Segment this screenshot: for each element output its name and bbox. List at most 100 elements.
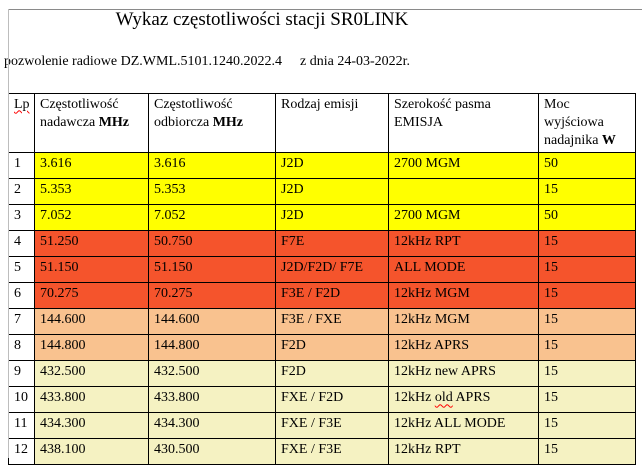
cell-rx-row-4: 50.750 [148,230,276,258]
page-title: Wykaz częstotliwości stacji SR0LINK [115,9,409,30]
column-header-label: Moc wyjściowa nadajnika [544,96,604,149]
permit-date: z dnia 24-03-2022r. [300,53,411,69]
table-row-4: 4 51.250 50.750 F7E 12kHz RPT 15 [8,230,636,258]
cell-tx-row-1: 3.616 [34,152,149,180]
cell-emission-row-3: J2D [275,204,389,232]
cell-rx-row-7: 144.600 [148,308,276,336]
cell-rx-row-10: 433.800 [148,386,276,414]
cell-bandwidth-row-11: 12kHz ALL MODE [388,412,539,440]
cell-lp-row-8: 8 [8,334,35,362]
cell-bandwidth-row-2 [388,178,539,206]
table-header-row: Lp Częstotliwość nadawcza MHz Częstotliwoś… [8,92,636,154]
cell-power-row-10: 15 [538,386,636,414]
cell-tx-row-5: 51.150 [34,256,149,284]
cell-rx-row-12: 430.500 [148,438,276,465]
column-header-emission: Rodzaj emisji [275,92,389,154]
cell-bandwidth-row-6: 12kHz MGM [388,282,539,310]
cell-tx-row-4: 51.250 [34,230,149,258]
cell-emission-row-4: F7E [275,230,389,258]
column-header-tx: Częstotliwość nadawcza MHz [34,92,149,154]
cell-bandwidth-row-8: 12kHz APRS [388,334,539,362]
cell-power-row-11: 15 [538,412,636,440]
cell-bandwidth-row-4: 12kHz RPT [388,230,539,258]
table-row-7: 7 144.600 144.600 F3E / FXE 12kHz MGM 15 [8,308,636,336]
cell-rx-row-6: 70.275 [148,282,276,310]
column-header-unit: MHz [212,114,244,130]
cell-rx-row-1: 3.616 [148,152,276,180]
cell-tx-row-8: 144.800 [34,334,149,362]
cell-lp-row-9: 9 [8,360,35,388]
cell-lp-row-12: 12 [8,438,35,465]
permit-line: pozwolenie radiowe DZ.WML.5101.1240.2022… [0,54,642,70]
cell-tx-row-6: 70.275 [34,282,149,310]
cell-power-row-6: 15 [538,282,636,310]
cell-lp-row-3: 3 [8,204,35,232]
table-row-8: 8 144.800 144.800 F2D 12kHz APRS 15 [8,334,636,362]
column-header-unit: MHz [98,114,130,130]
table-row-10: 10 433.800 433.800 FXE / F2D 12kHz old APRS 1… [8,386,636,414]
column-header-rx: Częstotliwość odbiorcza MHz [148,92,276,154]
cell-power-row-9: 15 [538,360,636,388]
cell-bandwidth-row-9: 12kHz new APRS [388,360,539,388]
cell-emission-row-10: FXE / F2D [275,386,389,414]
table-row-2: 2 5.353 5.353 J2D 15 [8,178,636,206]
cell-bandwidth-row-1: 2700 MGM [388,152,539,180]
cell-emission-row-9: F2D [275,360,389,388]
column-header-label: Częstotliwość nadawcza [40,96,119,130]
cell-lp-row-7: 7 [8,308,35,336]
cell-bandwidth-row-12: 12kHz RPT [388,438,539,465]
cell-tx-row-10: 433.800 [34,386,149,414]
cell-lp-row-5: 5 [8,256,35,284]
cell-tx-row-7: 144.600 [34,308,149,336]
cell-lp-row-11: 11 [8,412,35,440]
document-page: { "document": { "title": "Wykaz częstotl… [0,8,642,465]
cell-power-row-12: 15 [538,438,636,465]
table-row-11: 11 434.300 434.300 FXE / F3E 12kHz ALL MODE 1… [8,412,636,440]
frequency-table: Lp Częstotliwość nadawcza MHz Częstotliwoś… [8,92,636,465]
cell-bandwidth-row-5: ALL MODE [388,256,539,284]
cell-tx-row-11: 434.300 [34,412,149,440]
table-row-6: 6 70.275 70.275 F3E / F2D 12kHz MGM 15 [8,282,636,310]
cell-power-row-4: 15 [538,230,636,258]
column-header-lp: Lp [8,92,35,154]
cell-rx-row-3: 7.052 [148,204,276,232]
cell-power-row-5: 15 [538,256,636,284]
cell-emission-row-1: J2D [275,152,389,180]
cell-power-row-8: 15 [538,334,636,362]
cell-lp-row-1: 1 [8,152,35,180]
cell-rx-row-5: 51.150 [148,256,276,284]
column-header-bandwidth: Szerokość pasma EMISJA [388,92,539,154]
table-row-3: 3 7.052 7.052 J2D 2700 MGM 50 [8,204,636,232]
page-top-edge-line [8,9,642,10]
column-header-label: Lp [14,96,30,112]
cell-tx-row-9: 432.500 [34,360,149,388]
cell-lp-row-2: 2 [8,178,35,206]
permit-text: pozwolenie radiowe DZ.WML.5101.1240.2022… [4,53,282,69]
cell-tx-row-3: 7.052 [34,204,149,232]
cell-bandwidth-row-10: 12kHz old APRS [388,386,539,414]
cell-rx-row-11: 434.300 [148,412,276,440]
cell-emission-row-7: F3E / FXE [275,308,389,336]
cell-rx-row-9: 432.500 [148,360,276,388]
column-header-power: Moc wyjściowa nadajnika W [538,92,636,154]
cell-emission-row-12: FXE / F3E [275,438,389,465]
cell-power-row-3: 50 [538,204,636,232]
cell-tx-row-12: 438.100 [34,438,149,465]
cell-emission-row-2: J2D [275,178,389,206]
table-row-12: 12 438.100 430.500 FXE / F3E 12kHz RPT 15 [8,438,636,465]
cell-power-row-7: 15 [538,308,636,336]
table-row-5: 5 51.150 51.150 J2D/F2D/ F7E ALL MODE 15 [8,256,636,284]
cell-rx-row-2: 5.353 [148,178,276,206]
cell-bandwidth-row-7: 12kHz MGM [388,308,539,336]
cell-lp-row-4: 4 [8,230,35,258]
cell-emission-row-8: F2D [275,334,389,362]
column-header-unit: W [601,133,616,149]
cell-power-row-1: 50 [538,152,636,180]
cell-lp-row-10: 10 [8,386,35,414]
misspelled-word: old [434,390,453,406]
page-left-edge-line [8,9,9,458]
cell-rx-row-8: 144.800 [148,334,276,362]
table-row-9: 9 432.500 432.500 F2D 12kHz new APRS 15 [8,360,636,388]
column-header-label: Szerokość pasma EMISJA [394,96,491,130]
cell-emission-row-11: FXE / F3E [275,412,389,440]
